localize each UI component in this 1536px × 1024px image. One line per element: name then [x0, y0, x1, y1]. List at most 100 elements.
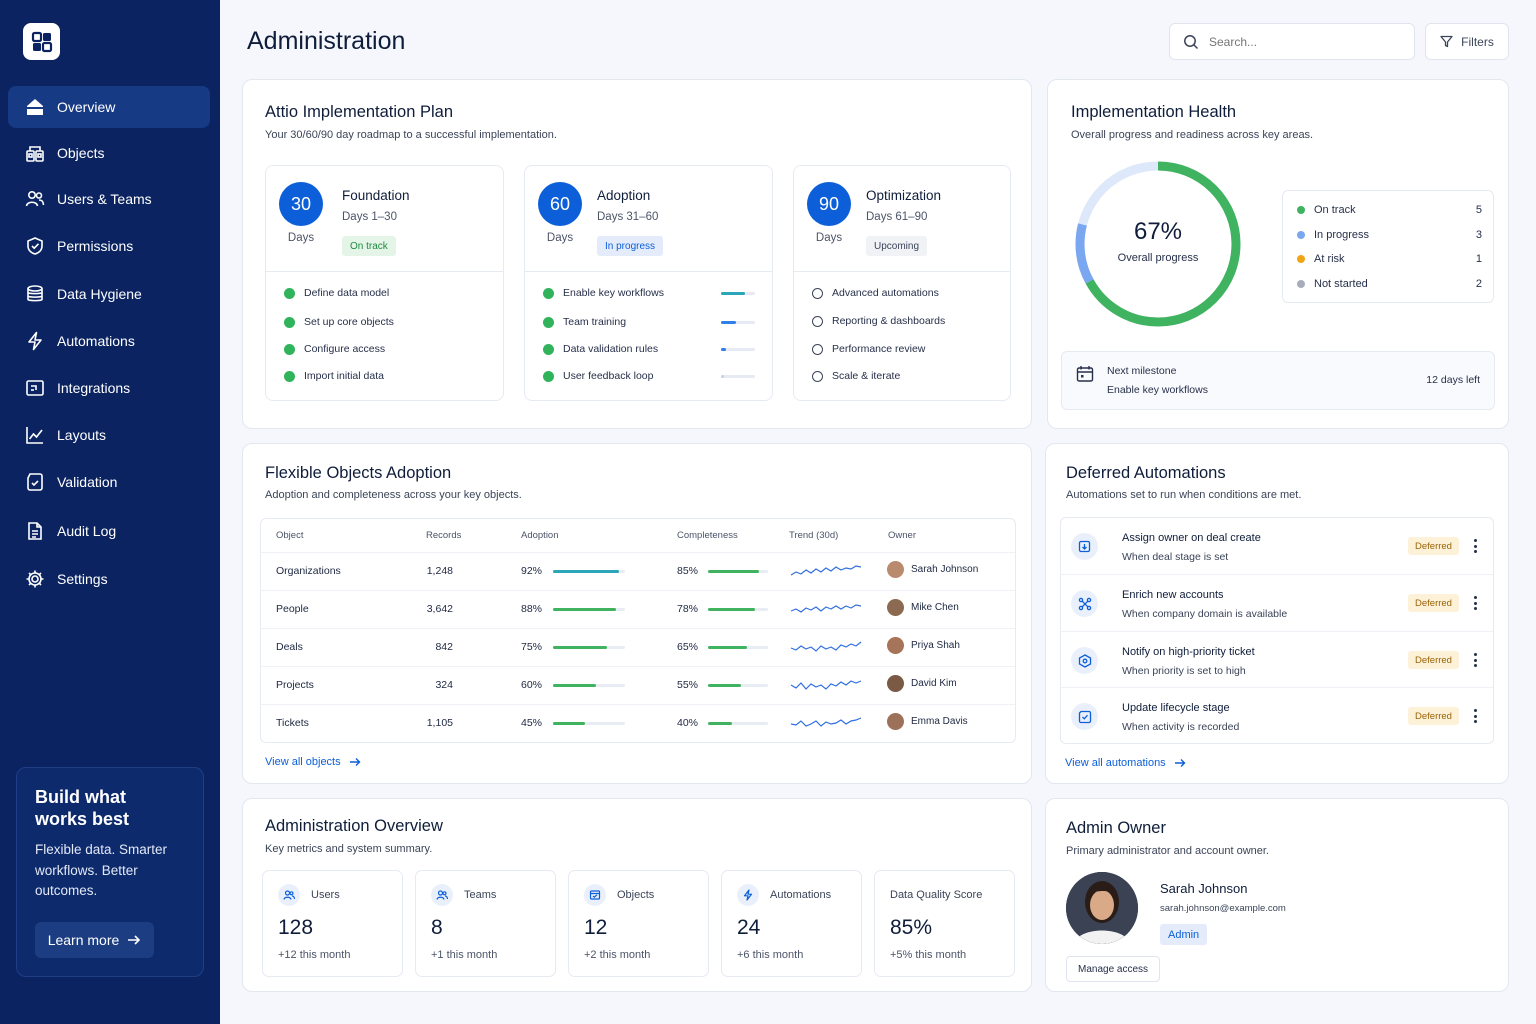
search-box[interactable]	[1169, 23, 1415, 60]
filters-button[interactable]: Filters	[1425, 23, 1509, 60]
assign-icon	[1071, 533, 1098, 560]
legend-label: In progress	[1314, 229, 1370, 241]
table-row[interactable]: People 3,642 88% 78% Mike Chen	[261, 590, 1015, 628]
chart-line-icon	[26, 427, 43, 444]
metric-card-automations[interactable]: Automations 24 +6 this month	[721, 870, 862, 977]
task-item: Configure access	[284, 343, 385, 355]
legend-item-not-started: Not started 2	[1297, 278, 1482, 290]
more-options-icon[interactable]	[1472, 536, 1478, 556]
admin-owner-card: Admin Owner Primary administrator and ac…	[1045, 798, 1509, 992]
filters-label: Filters	[1461, 34, 1494, 49]
next-milestone[interactable]: Next milestone Enable key workflows 12 d…	[1061, 351, 1495, 410]
sidebar-item-layouts[interactable]: Layouts	[8, 414, 210, 456]
calendar-icon	[1076, 366, 1094, 382]
task-progress-bar	[721, 292, 755, 295]
view-all-objects-link[interactable]: View all objects	[265, 756, 361, 768]
manage-access-button[interactable]: Manage access	[1066, 956, 1161, 982]
empty-circle-icon	[812, 370, 823, 382]
sidebar-item-audit-log[interactable]: Audit Log	[8, 510, 210, 552]
automation-title: Enrich new accounts	[1122, 589, 1224, 601]
automation-row[interactable]: Update lifecycle stage When activity is …	[1061, 687, 1493, 743]
teams-icon	[431, 884, 453, 906]
completeness-bar-fill	[708, 684, 741, 687]
avatar	[887, 561, 904, 578]
metric-label: Automations	[770, 889, 832, 901]
deferred-badge: Deferred	[1408, 537, 1459, 555]
sidebar-item-label: Settings	[57, 571, 108, 587]
search-input[interactable]	[1209, 34, 1389, 49]
adoption-bar-fill	[553, 646, 607, 649]
card-title: Deferred Automations	[1066, 464, 1226, 482]
table-row[interactable]: Tickets 1,105 45% 40% Emma Davis	[261, 704, 1015, 742]
table-row[interactable]: Deals 842 75% 65% Priya Shah	[261, 628, 1015, 666]
sidebar-item-label: Objects	[57, 145, 105, 161]
card-title: Implementation Health	[1071, 103, 1237, 121]
object-name: Tickets	[276, 717, 309, 729]
automation-title: Notify on high-priority ticket	[1122, 646, 1255, 658]
card-title: Attio Implementation Plan	[265, 103, 454, 121]
metric-label: Objects	[617, 889, 655, 901]
more-options-icon[interactable]	[1472, 706, 1478, 726]
owner-cell[interactable]: Priya Shah	[887, 637, 960, 654]
automation-row[interactable]: Assign owner on deal create When deal st…	[1061, 518, 1493, 574]
status-legend: On track 5 In progress 3 At risk 1 Not star…	[1282, 190, 1494, 303]
phase-card-foundation[interactable]: 30 Days Foundation Days 1–30 On track De…	[265, 165, 504, 401]
avatar-portrait-icon	[1066, 872, 1138, 944]
phase-card-optimization[interactable]: 90 Days Optimization Days 61–90 Upcoming…	[793, 165, 1011, 401]
learn-more-button[interactable]: Learn more	[35, 922, 154, 958]
object-name: People	[276, 603, 309, 615]
owner-cell[interactable]: David Kim	[887, 675, 957, 692]
sidebar-item-users-teams[interactable]: Users & Teams	[8, 178, 210, 220]
more-options-icon[interactable]	[1472, 650, 1478, 670]
promo-text: Flexible data. Smarter workflows. Better…	[35, 842, 168, 898]
sidebar-item-data-hygiene[interactable]: Data Hygiene	[8, 273, 210, 315]
metric-card-objects[interactable]: Objects 12 +2 this month	[568, 870, 709, 977]
sidebar-item-integrations[interactable]: Integrations	[8, 367, 210, 409]
implementation-health-card: Implementation Health Overall progress a…	[1047, 79, 1509, 429]
task-item: Advanced automations	[812, 287, 939, 299]
more-options-icon[interactable]	[1472, 593, 1478, 613]
avatar	[887, 599, 904, 616]
task-label: User feedback loop	[563, 370, 654, 382]
sidebar-item-settings[interactable]: Settings	[8, 558, 210, 600]
metric-card-data-quality[interactable]: Data Quality Score 85% +5% this month	[874, 870, 1015, 977]
sidebar-item-objects[interactable]: Objects	[8, 132, 210, 174]
phase-days-label: Days	[815, 232, 843, 244]
completeness-value: 40%	[677, 717, 699, 729]
owner-cell[interactable]: Emma Davis	[887, 713, 968, 730]
phase-name: Foundation	[342, 188, 410, 203]
record-count-value: 842	[435, 641, 453, 653]
automation-row[interactable]: Enrich new accounts When company domain …	[1061, 574, 1493, 630]
check-circle-icon	[543, 287, 554, 299]
adoption-bar	[553, 646, 625, 649]
automation-row[interactable]: Notify on high-priority ticket When prio…	[1061, 631, 1493, 687]
owner-cell[interactable]: Mike Chen	[887, 599, 959, 616]
automations-list: Assign owner on deal create When deal st…	[1060, 517, 1494, 744]
task-item: User feedback loop	[543, 370, 653, 382]
sidebar-item-validation[interactable]: Validation	[8, 461, 210, 503]
sidebar-item-automations[interactable]: Automations	[8, 320, 210, 362]
owner-cell[interactable]: Sarah Johnson	[887, 561, 978, 578]
promo-card: Build what works best Flexible data. Sma…	[16, 767, 204, 977]
view-all-automations-link[interactable]: View all automations	[1065, 757, 1186, 769]
sidebar-item-label: Users & Teams	[57, 191, 152, 207]
bolt-icon	[28, 331, 42, 351]
metric-card-users[interactable]: Users 128 +12 this month	[262, 870, 403, 977]
table-row[interactable]: Organizations 1,248 92% 85% Sarah Johnson	[261, 552, 1015, 590]
automation-condition: When activity is recorded	[1122, 721, 1240, 733]
sidebar-item-overview[interactable]: Overview	[8, 86, 210, 128]
column-header: Records	[426, 530, 462, 541]
metric-card-teams[interactable]: Teams 8 +1 this month	[415, 870, 556, 977]
table-row[interactable]: Projects 324 60% 55% David Kim	[261, 666, 1015, 704]
promo-title: Build what works best	[35, 787, 130, 829]
sidebar-item-permissions[interactable]: Permissions	[8, 225, 210, 267]
legend-count: 1	[1475, 253, 1482, 265]
legend-dot	[1297, 231, 1305, 239]
milestone-label: Next milestone	[1107, 365, 1177, 377]
donut-segment-on-track	[1075, 161, 1241, 327]
app-logo[interactable]	[23, 23, 60, 60]
card-subtitle: Automations set to run when conditions a…	[1066, 489, 1302, 501]
legend-item-on-track: On track 5	[1297, 204, 1482, 216]
phase-card-adoption[interactable]: 60 Days Adoption Days 31–60 In progress …	[524, 165, 773, 401]
empty-circle-icon	[812, 287, 823, 299]
